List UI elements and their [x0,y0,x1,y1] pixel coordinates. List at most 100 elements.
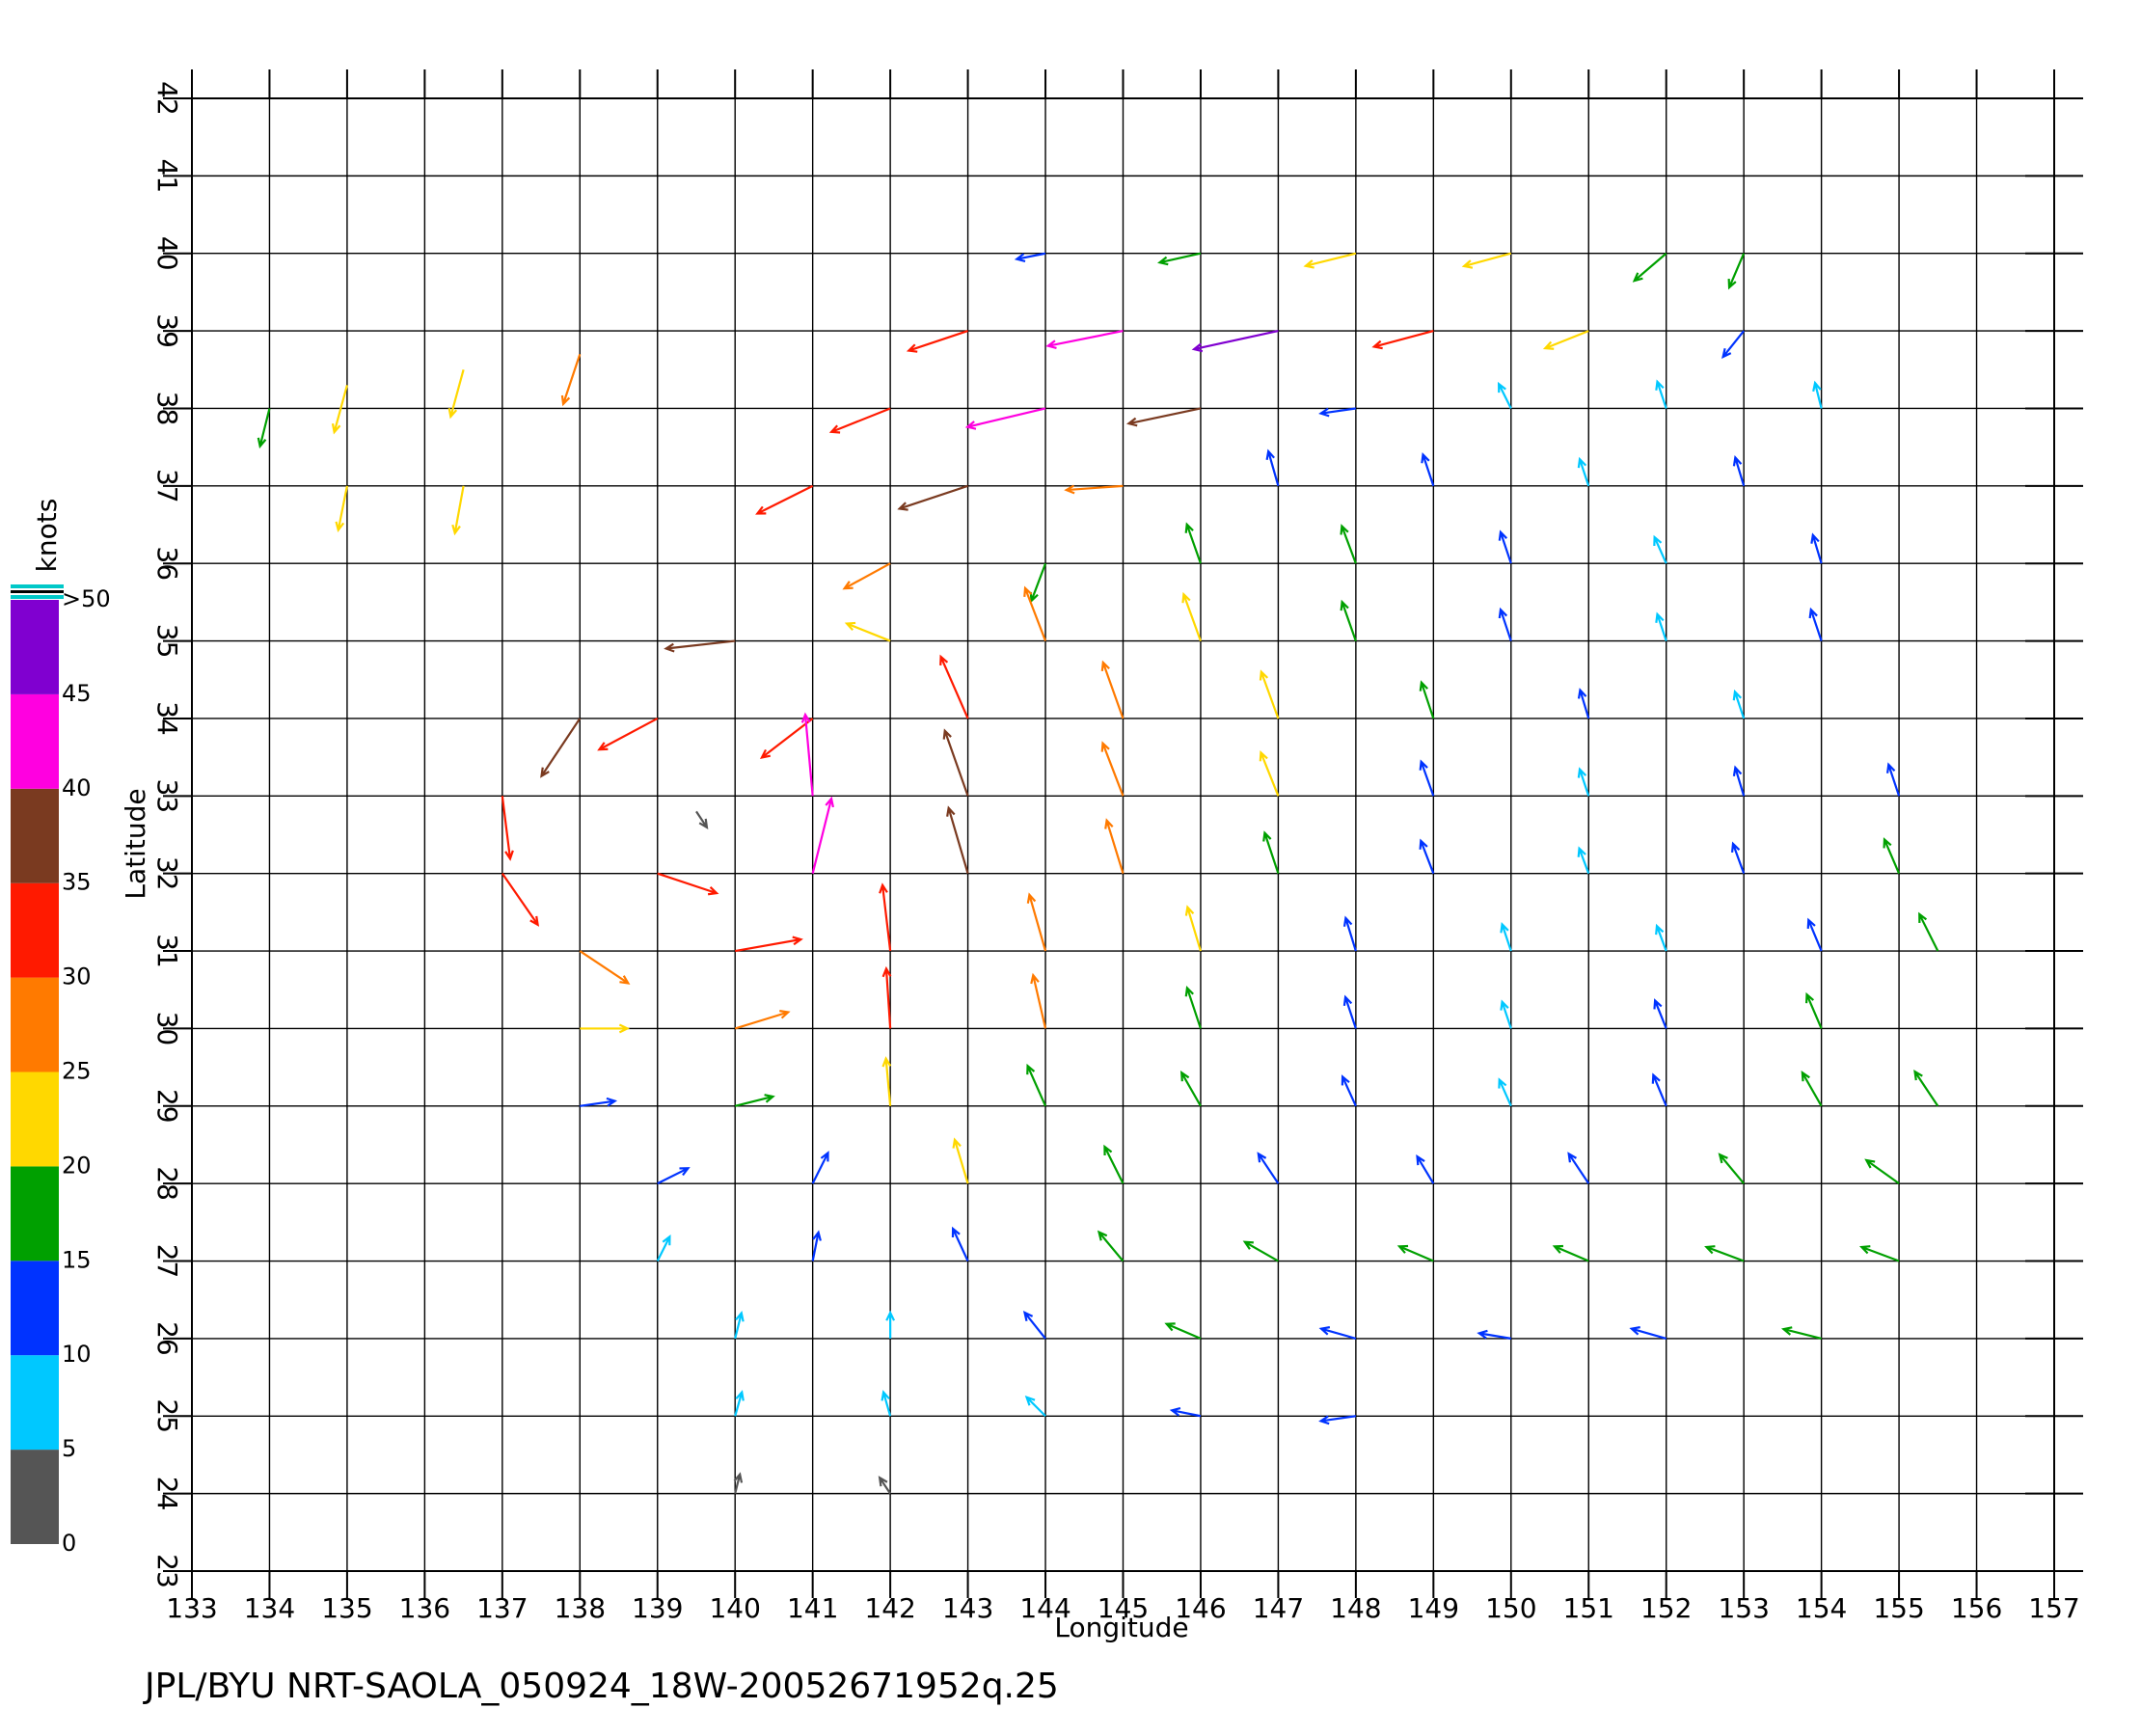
wind-vector [1577,846,1590,875]
wind-vector [1500,999,1512,1029]
wind-vector [1030,972,1047,1029]
colorbar-label: 40 [62,774,92,801]
x-tick-label: 156 [1951,1592,2002,1624]
wind-vector [656,1234,671,1262]
wind-vector [1169,1407,1202,1418]
wind-vector [1416,1153,1435,1184]
colorbar-bin [11,1071,59,1167]
y-tick-label: 24 [151,1477,183,1511]
wind-vector [657,1167,691,1185]
wind-vector [1567,1152,1590,1184]
wind-vector [733,1472,744,1494]
y-tick-label: 39 [151,313,183,348]
y-tick-label: 23 [151,1554,183,1588]
wind-vector [1577,456,1590,487]
x-tick-label: 152 [1640,1592,1692,1624]
wind-vector [800,712,814,797]
x-tick-label: 154 [1796,1592,1847,1624]
wind-vector [881,1056,892,1106]
wind-vector [1629,1326,1667,1340]
footer: JPL/BYU NRT-SAOLA_050924_18W-20052671952… [143,1667,1059,1706]
wind-vector [1577,767,1590,797]
plot-frame [191,97,2055,1572]
wind-vector [1164,1322,1202,1340]
wind-vector [734,1311,745,1340]
y-tick-label: 31 [151,934,183,968]
wind-vector [1718,1153,1746,1184]
wind-vector [1577,688,1590,719]
wind-vector [1812,380,1823,409]
colorbar-label: 30 [62,963,92,990]
wind-vector [939,654,969,719]
wind-vector [1721,330,1746,360]
x-tick-label: 141 [787,1592,838,1624]
wind-vector [1886,762,1901,797]
wind-vector [1801,1071,1823,1107]
wind-vector [881,965,892,1029]
wind-vector [811,1230,822,1261]
wind-vector [1808,607,1823,641]
x-tick-label: 140 [709,1592,760,1624]
wind-vector [1727,253,1746,290]
wind-vector [1179,1071,1202,1107]
wind-vector [1419,680,1435,719]
wind-vector [1704,1245,1745,1262]
wind-vector [580,1023,631,1034]
wind-vector [1157,252,1202,266]
y-tick-label: 33 [151,778,183,813]
wind-vector [734,1010,791,1030]
wind-vector [1810,532,1823,564]
wind-vector [257,408,271,449]
wind-vector [1014,252,1046,262]
x-tick-label: 139 [632,1592,683,1624]
wind-vector [1340,524,1357,564]
wind-vector [881,1390,892,1417]
wind-vector [735,936,803,953]
wind-vector [580,1097,618,1107]
colorbar-bin [11,600,59,694]
wind-vector [734,1094,775,1107]
wind-vector [1780,1326,1822,1340]
wind-vector [811,1151,829,1184]
wind-vector [951,1226,969,1261]
y-tick-label: 29 [151,1089,183,1124]
wind-vector [597,717,659,751]
wind-vector [1024,1395,1046,1418]
wind-vector [1022,1310,1046,1340]
wind-vector [1864,1158,1900,1185]
colorbar-bin [11,1450,59,1544]
x-tick-label: 144 [1019,1592,1070,1624]
colorbar-bin [11,693,59,789]
wind-vector [1653,998,1667,1029]
wind-vector [657,872,719,896]
wind-vector [1265,448,1280,487]
wind-vector [1104,818,1125,875]
y-tick-label: 35 [151,624,183,659]
wind-vector [1184,522,1202,564]
wind-vector [879,882,892,952]
wind-vector [1026,1063,1047,1107]
wind-vector [1730,841,1746,875]
x-tick-label: 150 [1485,1592,1536,1624]
wind-vector [1805,991,1823,1029]
wind-vector [1340,599,1357,641]
y-tick-label: 38 [151,392,183,426]
wind-vector [1064,484,1124,495]
wind-vector [885,1310,896,1339]
x-tick-label: 148 [1330,1592,1381,1624]
colorbar-cap [11,584,64,599]
x-tick-label: 146 [1175,1592,1226,1624]
wind-vector [501,796,514,861]
wind-vector [1655,611,1667,641]
colorbar-label: 15 [62,1246,92,1273]
wind-vector [1732,765,1746,797]
wind-vector [1318,407,1357,418]
wind-vector [1913,1070,1939,1107]
wind-vector [1461,252,1512,269]
wind-vector [1542,330,1589,350]
wind-vector [1023,585,1047,641]
wind-vector [1419,759,1435,797]
y-tick-label: 28 [151,1166,183,1201]
